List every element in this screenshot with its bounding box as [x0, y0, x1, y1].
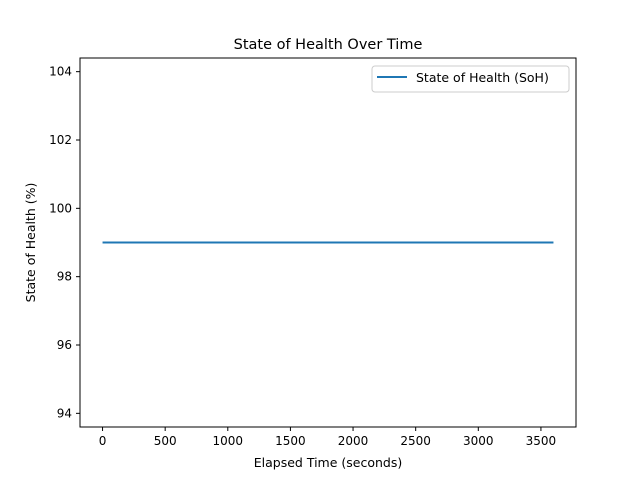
- x-tick-label: 2500: [400, 434, 431, 448]
- plot-area-frame: [79, 57, 577, 428]
- x-tick-label: 500: [154, 434, 177, 448]
- y-tick-label: 96: [57, 338, 72, 352]
- chart-title: State of Health Over Time: [234, 37, 423, 53]
- x-axis-label: Elapsed Time (seconds): [254, 455, 403, 470]
- y-axis-label: State of Health (%): [23, 183, 38, 303]
- x-axis-ticks: 0 500 1000 1500 2000 2500 3000 3500: [99, 427, 556, 448]
- y-axis-ticks: 94 96 98 100 102 104: [49, 65, 80, 420]
- y-tick-label: 102: [49, 133, 72, 147]
- x-tick-label: 2000: [338, 434, 369, 448]
- x-tick-label: 1000: [213, 434, 244, 448]
- x-tick-label: 1500: [275, 434, 306, 448]
- x-tick-label: 3000: [463, 434, 494, 448]
- legend: State of Health (SoH): [371, 65, 570, 93]
- x-tick-label: 3500: [526, 434, 557, 448]
- y-tick-label: 100: [49, 201, 72, 215]
- legend-series-label: State of Health (SoH): [416, 70, 549, 85]
- y-tick-label: 98: [57, 270, 72, 284]
- legend-box: [371, 65, 570, 93]
- x-tick-label: 0: [99, 434, 107, 448]
- y-tick-label: 94: [57, 406, 72, 420]
- y-tick-label: 104: [49, 65, 72, 79]
